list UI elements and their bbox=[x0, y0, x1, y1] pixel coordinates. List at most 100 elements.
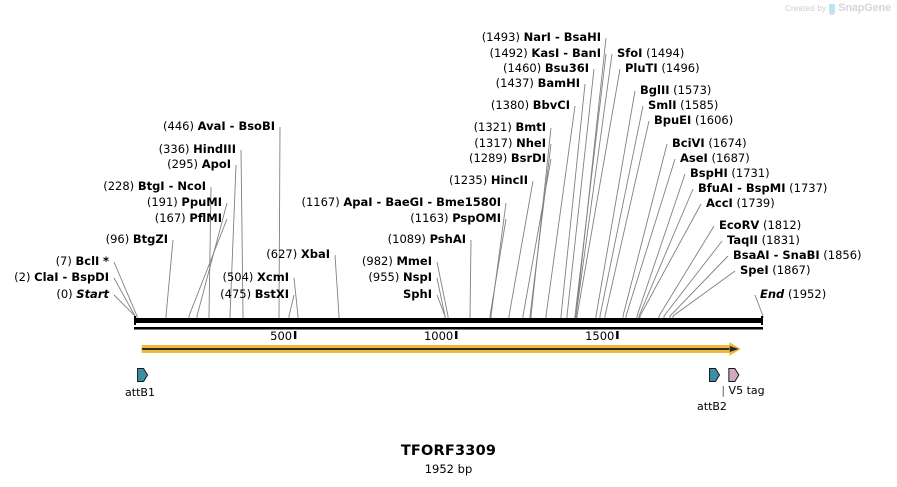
leader-line bbox=[575, 53, 613, 318]
leader-line bbox=[529, 143, 552, 318]
site-label-xbai[interactable]: (627) XbaI bbox=[0, 247, 330, 261]
site-position: (1380) bbox=[490, 98, 530, 112]
site-label-clai[interactable]: (2) ClaI - BspDI bbox=[14, 270, 109, 284]
site-position: (1167) bbox=[301, 195, 340, 209]
site-label-hindiii[interactable]: (336) HindIII bbox=[0, 142, 236, 156]
leader-line bbox=[489, 218, 507, 318]
site-label-bsphi[interactable]: BspHI (1731) bbox=[690, 166, 770, 180]
site-label-xcmi[interactable]: (504) XcmI bbox=[0, 271, 289, 284]
site-position: (1493) bbox=[481, 30, 520, 44]
leader-line bbox=[638, 188, 694, 318]
site-label-bfuai[interactable]: BfuAI - BspMI (1737) bbox=[698, 181, 828, 195]
site-label-hincii[interactable]: (1235) HincII bbox=[0, 173, 528, 187]
site-label-smli[interactable]: SmlI (1585) bbox=[648, 98, 719, 112]
site-label-nspi[interactable]: (955) NspI bbox=[0, 271, 432, 284]
site-position: (475) bbox=[220, 287, 252, 301]
site-position: (167) bbox=[154, 211, 186, 225]
leader-line bbox=[113, 261, 138, 318]
site-label-bbvci[interactable]: (1380) BbvCI bbox=[0, 98, 570, 112]
site-label-bsrdi[interactable]: (1289) BsrDI bbox=[0, 152, 546, 165]
site-label-apai[interactable]: (1167) ApaI - BaeGI - Bme1580I bbox=[301, 195, 501, 209]
site-label-taqii[interactable]: TaqII (1831) bbox=[727, 234, 800, 247]
site-label-acci[interactable]: AccI (1739) bbox=[706, 197, 775, 210]
site-enzyme-name: BamHI bbox=[537, 76, 580, 90]
site-label-bglii[interactable]: BglII (1573) bbox=[640, 83, 712, 97]
site-enzyme-name: XbaI bbox=[300, 247, 330, 261]
site-label-nhei[interactable]: (1317) NheI bbox=[0, 137, 546, 150]
site-enzyme-name: BstXI bbox=[254, 287, 289, 301]
site-label-bpuei[interactable]: BpuEI (1606) bbox=[654, 113, 734, 127]
restriction-site-labels: (0) Start (2) ClaI - BspDI (7) BclI * (96) … bbox=[0, 30, 862, 301]
site-label-btgi[interactable]: (228) BtgI - NcoI bbox=[103, 179, 206, 193]
sequence-backbone bbox=[134, 318, 763, 323]
sequence-length: 1952 bp bbox=[424, 462, 473, 476]
site-position: (228) bbox=[103, 179, 135, 193]
leader-line bbox=[293, 277, 299, 318]
site-label-bcivi[interactable]: BciVI (1674) bbox=[672, 136, 747, 150]
site-label-end[interactable]: End (1952) bbox=[760, 288, 826, 301]
feature-v5-tag[interactable] bbox=[728, 368, 740, 382]
site-position: (336) bbox=[158, 142, 190, 156]
feature-attB2[interactable] bbox=[709, 368, 721, 382]
leader-line bbox=[436, 261, 449, 318]
site-label-pluti[interactable]: PluTI (1496) bbox=[625, 61, 700, 75]
site-enzyme-name: BclI bbox=[75, 254, 100, 268]
site-enzyme-name: AvaI bbox=[197, 119, 226, 133]
site-label-mmei[interactable]: (982) MmeI bbox=[0, 255, 432, 268]
site-enzyme-name: Start bbox=[76, 287, 109, 301]
site-position: (0) bbox=[56, 287, 73, 301]
site-enzyme-name: HincII bbox=[490, 173, 528, 187]
leader-line bbox=[622, 143, 668, 318]
site-label-avai[interactable]: (446) AvaI - BsoBI bbox=[163, 119, 275, 133]
site-label-bsu36i[interactable]: (1460) Bsu36I bbox=[0, 61, 589, 75]
site-label-sfoi[interactable]: SfoI (1494) bbox=[617, 47, 684, 60]
site-label-pshai[interactable]: (1089) PshAI bbox=[0, 233, 466, 246]
site-enzyme-name: Bsu36I bbox=[544, 61, 589, 75]
leader-line bbox=[522, 158, 552, 318]
ruler-axis-line bbox=[134, 327, 763, 330]
leader-line bbox=[672, 270, 736, 318]
site-position: (1496) bbox=[661, 61, 700, 75]
site-label-bamhi[interactable]: (1437) BamHI bbox=[0, 76, 580, 90]
site-enzyme-name: PspOMI bbox=[452, 211, 501, 225]
leader-line bbox=[334, 254, 340, 318]
axis-end-cap bbox=[761, 316, 763, 325]
site-label-nari[interactable]: (1493) NarI - BsaHI bbox=[481, 30, 601, 44]
leader-line bbox=[278, 126, 281, 318]
leader-line bbox=[599, 105, 644, 318]
site-label-bstxi[interactable]: (475) BstXI bbox=[0, 287, 289, 301]
site-label-btgzi[interactable]: (96) BtgZI bbox=[0, 233, 168, 246]
site-enzyme-name: NarI bbox=[523, 30, 551, 44]
site-label-bsaai[interactable]: BsaAI - SnaBI (1856) bbox=[733, 248, 862, 262]
site-label-kasi[interactable]: (1492) KasI - BanI bbox=[489, 46, 601, 60]
leader-line bbox=[288, 294, 295, 318]
feature-attB1[interactable] bbox=[137, 368, 149, 382]
site-label-bmti[interactable]: (1321) BmtI bbox=[0, 121, 546, 134]
site-label-asei[interactable]: AseI (1687) bbox=[680, 152, 750, 165]
site-label-start[interactable]: (0) Start bbox=[0, 287, 109, 301]
site-position: (627) bbox=[266, 247, 298, 261]
site-label-bcli[interactable]: (7) BclI * bbox=[0, 254, 109, 268]
site-label-apoi[interactable]: (295) ApoI bbox=[0, 158, 231, 171]
site-enzyme-name: SmlI bbox=[648, 98, 677, 112]
site-label-ecorv[interactable]: EcoRV (1812) bbox=[719, 218, 802, 232]
site-position: (1606) bbox=[694, 113, 734, 127]
leader-line bbox=[490, 202, 507, 318]
site-position: (1674) bbox=[708, 136, 747, 150]
site-label-sphi[interactable]: SphI bbox=[0, 288, 432, 301]
site-enzyme-name: ClaI bbox=[34, 270, 59, 284]
site-label-pflmi[interactable]: (167) PflMI bbox=[0, 211, 222, 225]
site-position: (1573) bbox=[673, 83, 712, 97]
site-label-spei[interactable]: SpeI (1867) bbox=[740, 264, 811, 277]
site-position: (1856) bbox=[823, 248, 862, 262]
leader-line bbox=[530, 127, 552, 318]
axis-end-cap bbox=[134, 316, 136, 325]
site-position: (1585) bbox=[680, 98, 719, 112]
ruler-tick-label-1500: 1500 bbox=[585, 329, 615, 343]
site-label-ppumi[interactable]: (191) PpuMI bbox=[0, 196, 222, 209]
site-position: (446) bbox=[163, 119, 194, 133]
site-label-pspomi[interactable]: (1163) PspOMI bbox=[0, 211, 501, 225]
site-position: (1731) bbox=[731, 166, 770, 180]
ruler-tick bbox=[293, 331, 297, 339]
site-position: (1812) bbox=[763, 218, 802, 232]
